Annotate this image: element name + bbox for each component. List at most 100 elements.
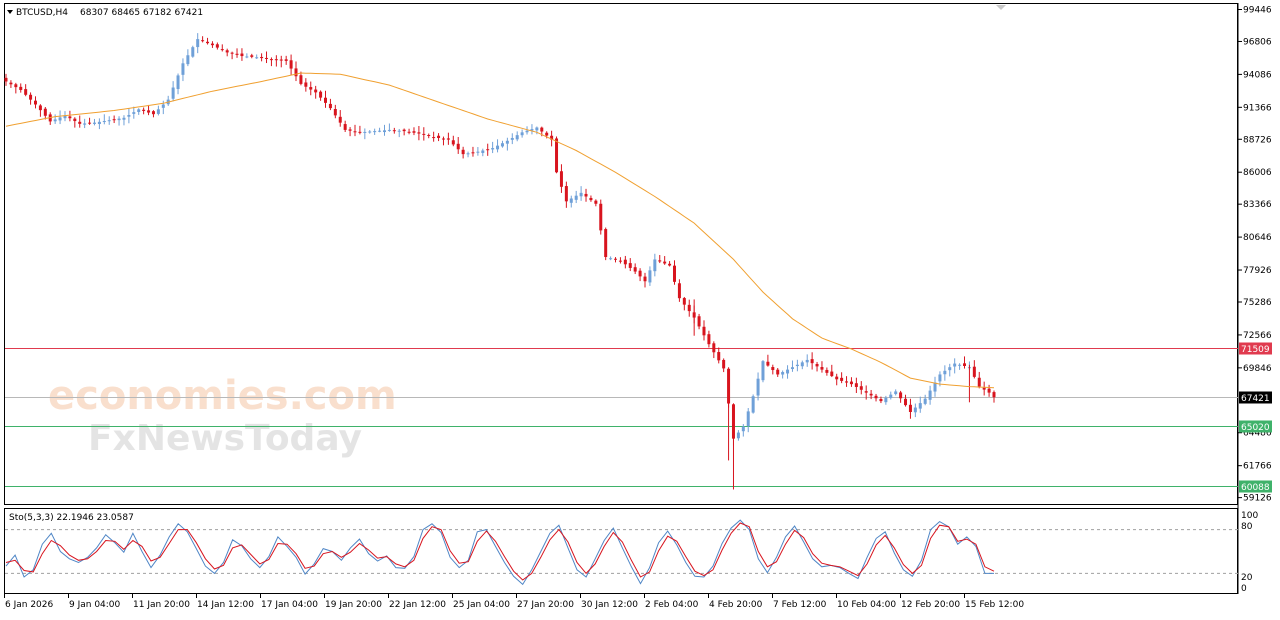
candle-body [68, 116, 72, 119]
candle-body [33, 100, 37, 105]
candle-body [441, 138, 445, 140]
candle-body [702, 326, 706, 336]
candle-body [299, 75, 303, 84]
level-badge-65020 [1239, 420, 1272, 433]
candle-body [151, 111, 155, 115]
time-tick-label: 25 Jan 04:00 [453, 600, 510, 610]
candle-body [284, 59, 288, 61]
stochastic-oscillator [5, 519, 1238, 586]
stoch-line-main [5, 519, 994, 586]
candle-body [795, 364, 799, 367]
time-tick-label: 17 Jan 04:00 [261, 600, 318, 610]
time-tick-label: 6 Jan 2026 [5, 600, 53, 610]
time-tick-label: 27 Jan 20:00 [517, 600, 574, 610]
candle-body [835, 376, 839, 380]
candle-body [397, 130, 401, 132]
candle-body [535, 127, 539, 131]
candle-body [24, 89, 28, 95]
candle-body [790, 367, 794, 370]
candle-body [545, 132, 549, 136]
candle-body [476, 151, 480, 153]
candle-body [658, 260, 662, 262]
moving-average [5, 72, 995, 389]
candle-body [830, 371, 834, 377]
time-tick-label: 11 Jan 20:00 [133, 600, 190, 610]
candle-body [648, 270, 652, 283]
candle-body [594, 200, 598, 204]
candle-body [446, 138, 450, 140]
candle-body [948, 367, 952, 371]
candle-body [333, 109, 337, 116]
candle-body [559, 171, 563, 187]
time-tick-label: 7 Feb 12:00 [773, 600, 827, 610]
candle-body [766, 361, 770, 366]
candle-body [38, 105, 42, 111]
ohlc-values-label: 68307 68465 67182 67421 [80, 8, 203, 18]
candle-body [761, 361, 765, 381]
horizontal-levels[interactable] [5, 348, 1238, 487]
candle-body [412, 131, 416, 133]
candle-body [4, 77, 8, 82]
candle-body [751, 396, 755, 413]
level-badge-67421 [1239, 391, 1272, 404]
candle-body [859, 386, 863, 390]
candle-body [805, 359, 809, 363]
candle-body [432, 137, 436, 139]
candle-body [923, 398, 927, 404]
candle-body [810, 359, 814, 364]
candle-body [122, 117, 126, 120]
candle-body [614, 258, 618, 260]
price-axis: 99446 96806 94086 91366 88726 86006 83366 80646… [1238, 5, 1272, 504]
candle-body [908, 404, 912, 412]
time-tick-label: 22 Jan 12:00 [389, 600, 446, 610]
candle-body [279, 59, 283, 61]
candle-body [540, 127, 544, 132]
candle-body [461, 149, 465, 155]
price-tick-label: 72566 [1243, 331, 1272, 341]
stochastic-title: Sto(5,3,3) 22.1946 23.0587 [9, 513, 134, 523]
candle-body [210, 43, 214, 46]
candle-body [746, 411, 750, 427]
candle-body [9, 82, 13, 85]
candle-body [584, 193, 588, 197]
candle-body [987, 388, 991, 393]
candle-body [29, 94, 33, 100]
candle-body [776, 369, 780, 375]
candle-body [343, 124, 347, 130]
candle-body [663, 261, 667, 264]
time-tick-label: 10 Feb 04:00 [837, 600, 896, 610]
candle-body [304, 82, 308, 87]
candle-body [220, 49, 224, 51]
candle-body [564, 186, 568, 202]
candle-body [928, 390, 932, 400]
candle-body [427, 135, 431, 137]
time-tick-label: 4 Feb 20:00 [709, 600, 763, 610]
candle-body [933, 382, 937, 392]
candle-body [849, 381, 853, 385]
time-tick-label: 2 Feb 04:00 [645, 600, 699, 610]
candle-body [599, 203, 603, 231]
candle-body [869, 393, 873, 396]
candle-body [505, 140, 509, 144]
candle-body [338, 116, 342, 123]
indicator-plot-frame[interactable] [4, 508, 1238, 594]
candle-body [717, 352, 721, 361]
candle-body [58, 117, 62, 121]
time-tick-label: 14 Jan 12:00 [197, 600, 254, 610]
main-plot-frame[interactable] [4, 3, 1238, 505]
candle-body [161, 104, 165, 108]
candle-body [530, 129, 534, 131]
candle-body [889, 394, 893, 398]
symbol-menu-triangle-icon[interactable] [7, 10, 13, 14]
candle-body [800, 362, 804, 367]
candle-body [953, 363, 957, 367]
scroll-shift-marker-icon[interactable] [996, 5, 1006, 10]
candle-body [643, 276, 647, 282]
candle-body [353, 131, 357, 133]
candle-body [520, 132, 524, 136]
candle-body [972, 366, 976, 377]
candle-body [525, 130, 529, 133]
candle-body [387, 129, 391, 131]
